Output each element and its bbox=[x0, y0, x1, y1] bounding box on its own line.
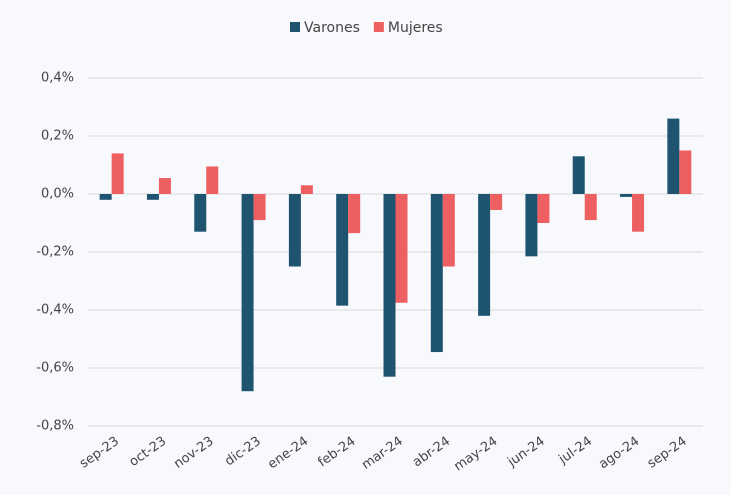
bar bbox=[206, 166, 219, 194]
bar bbox=[348, 194, 361, 234]
x-tick-label: jun-24 bbox=[504, 434, 547, 471]
y-tick-label: -0,6% bbox=[36, 361, 74, 376]
bar bbox=[158, 178, 171, 194]
x-tick-label: oct-23 bbox=[127, 434, 170, 470]
bar bbox=[632, 194, 645, 232]
x-tick-label: ago-24 bbox=[596, 434, 642, 472]
bar bbox=[383, 194, 396, 377]
x-tick-label: may-24 bbox=[451, 434, 500, 475]
bar bbox=[525, 194, 538, 257]
bar bbox=[490, 194, 503, 210]
y-tick-label: -0,8% bbox=[36, 419, 74, 434]
bar bbox=[572, 156, 585, 194]
x-tick-label: ene-24 bbox=[265, 434, 311, 472]
x-tick-label: sep-23 bbox=[77, 434, 122, 472]
y-tick-label: -0,2% bbox=[36, 245, 74, 260]
bar bbox=[253, 194, 266, 221]
bar bbox=[478, 194, 491, 316]
y-tick-label: 0,4% bbox=[41, 71, 74, 86]
bar bbox=[241, 194, 254, 392]
bar bbox=[395, 194, 408, 303]
bar bbox=[111, 153, 124, 194]
legend-label: Mujeres bbox=[388, 20, 443, 36]
legend-swatch bbox=[290, 22, 300, 32]
bar bbox=[584, 194, 597, 221]
x-tick-label: dic-23 bbox=[222, 434, 264, 469]
bar bbox=[336, 194, 349, 306]
bar bbox=[430, 194, 443, 353]
x-tick-label: jul-24 bbox=[556, 434, 595, 468]
bar bbox=[537, 194, 550, 223]
bar bbox=[146, 194, 159, 200]
y-tick-label: 0,0% bbox=[41, 187, 74, 202]
legend-swatch bbox=[373, 22, 384, 32]
legend-label: Varones bbox=[304, 20, 360, 36]
bar bbox=[442, 194, 455, 267]
y-tick-label: -0,4% bbox=[36, 303, 74, 318]
x-tick-label: mar-24 bbox=[359, 434, 406, 473]
x-tick-label: feb-24 bbox=[315, 434, 358, 470]
x-tick-label: nov-23 bbox=[171, 434, 216, 472]
bar bbox=[300, 185, 313, 194]
x-tick-label: abr-24 bbox=[410, 434, 453, 470]
bar bbox=[99, 194, 112, 200]
x-tick-label: sep-24 bbox=[645, 434, 690, 472]
bar bbox=[620, 194, 633, 197]
bar bbox=[194, 194, 207, 232]
y-tick-label: 0,2% bbox=[41, 129, 74, 144]
bar bbox=[679, 150, 692, 194]
bar bbox=[288, 194, 301, 267]
bar bbox=[667, 118, 680, 194]
